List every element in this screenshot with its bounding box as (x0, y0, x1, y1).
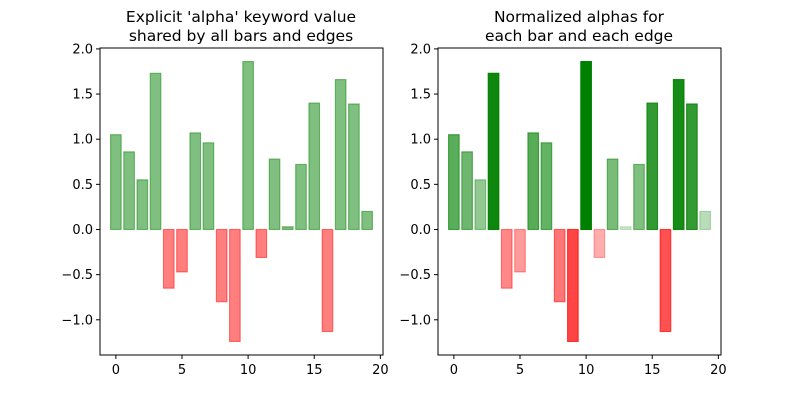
bar-1 (123, 151, 135, 231)
bar-10 (580, 60, 592, 231)
x-tick-label: 0 (450, 363, 458, 378)
bar-14 (295, 163, 307, 231)
bar-13 (619, 226, 632, 231)
chart-title-line-2: each bar and each edge (485, 27, 673, 45)
bar-series (448, 60, 711, 343)
bar-12 (268, 158, 281, 231)
y-tick-label: 0.0 (410, 223, 431, 238)
x-tick-label: 15 (306, 363, 323, 378)
y-tick-label: −1.0 (61, 313, 93, 328)
y-axis-ticks: −1.0 −0.5 0.0 0.5 1.0 1.5 2.0 (61, 42, 100, 328)
bar-19 (361, 210, 373, 231)
bar-19 (699, 210, 711, 231)
y-tick-label: −1.0 (399, 313, 431, 328)
y-tick-label: 0.0 (72, 223, 93, 238)
bar-6 (189, 132, 202, 231)
bar-15 (646, 102, 659, 231)
bar-16 (321, 228, 334, 333)
bar-2 (474, 179, 487, 231)
bar-8 (215, 228, 228, 303)
bar-14 (633, 163, 645, 231)
bar-9 (567, 228, 579, 343)
bar-11 (255, 228, 268, 259)
y-axis-ticks: −1.0 −0.5 0.0 0.5 1.0 1.5 2.0 (399, 42, 438, 328)
y-tick-label: −0.5 (399, 268, 431, 283)
bar-18 (686, 103, 698, 231)
y-tick-label: 1.5 (72, 88, 93, 103)
chart-title-line-2: shared by all bars and edges (129, 27, 353, 45)
bar-18 (348, 103, 360, 231)
y-tick-label: 1.0 (410, 133, 431, 148)
chart-panel-normalized-alpha: Normalized alphas for each bar and each … (399, 8, 726, 378)
bar-10 (242, 60, 254, 231)
axes-frame (99, 47, 384, 356)
bar-3 (487, 72, 500, 231)
bar-2 (136, 179, 149, 231)
chart-title-line-1: Normalized alphas for (494, 8, 665, 26)
x-tick-label: 20 (372, 363, 389, 378)
bar-6 (527, 132, 540, 231)
bar-7 (202, 142, 215, 231)
x-axis-ticks: 0 5 10 15 20 (450, 355, 727, 378)
x-tick-label: 20 (710, 363, 727, 378)
bar-9 (229, 228, 241, 343)
x-tick-label: 0 (112, 363, 120, 378)
bar-8 (553, 228, 566, 303)
y-tick-label: 2.0 (72, 42, 93, 57)
bar-4 (162, 228, 175, 289)
bar-1 (461, 151, 473, 231)
y-tick-label: 0.5 (410, 178, 431, 193)
bar-17 (334, 79, 347, 231)
y-tick-label: 0.5 (72, 178, 93, 193)
chart-panel-shared-alpha: Explicit 'alpha' keyword value shared by… (61, 8, 388, 378)
axes-frame (437, 47, 722, 356)
y-tick-label: 1.0 (72, 133, 93, 148)
x-tick-label: 10 (240, 363, 257, 378)
bar-4 (500, 228, 513, 289)
bar-12 (606, 158, 619, 231)
x-tick-label: 15 (644, 363, 661, 378)
y-tick-label: 2.0 (410, 42, 431, 57)
bar-15 (308, 102, 321, 231)
x-tick-label: 5 (178, 363, 186, 378)
bar-11 (593, 228, 606, 259)
x-axis-ticks: 0 5 10 15 20 (112, 355, 389, 378)
bar-0 (448, 134, 460, 231)
bar-13 (281, 226, 294, 231)
y-tick-label: −0.5 (61, 268, 93, 283)
bar-5 (176, 228, 188, 273)
bar-7 (540, 142, 553, 231)
x-tick-label: 5 (516, 363, 524, 378)
bar-series (110, 60, 373, 343)
y-tick-label: 1.5 (410, 88, 431, 103)
bar-17 (672, 79, 685, 231)
chart-title-line-1: Explicit 'alpha' keyword value (126, 8, 356, 26)
bar-3 (149, 72, 162, 231)
x-tick-label: 10 (578, 363, 595, 378)
bar-5 (514, 228, 526, 273)
bar-16 (659, 228, 672, 333)
bar-0 (110, 134, 122, 231)
